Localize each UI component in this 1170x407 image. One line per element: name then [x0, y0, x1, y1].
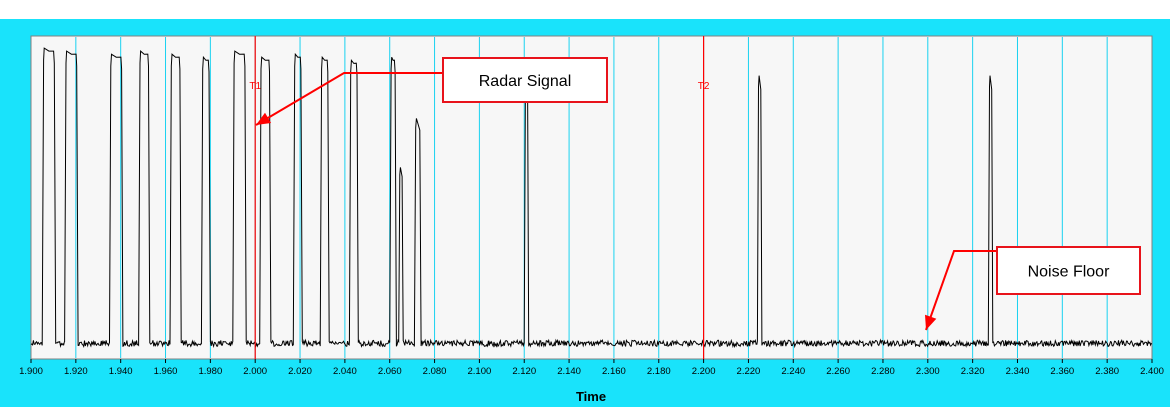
- annotation-text: Noise Floor: [1028, 264, 1110, 281]
- x-tick-label: 2.180: [647, 366, 671, 377]
- x-tick-label: 2.100: [468, 366, 492, 377]
- x-tick-label: 2.080: [423, 366, 447, 377]
- x-tick-label: 2.200: [692, 366, 716, 377]
- x-tick-label: 2.060: [378, 366, 402, 377]
- x-tick-label: 1.940: [109, 366, 133, 377]
- signal-series: [30, 47, 1152, 349]
- annotation-arrow-line: [255, 72, 443, 126]
- x-tick-label: 2.380: [1095, 366, 1119, 377]
- signal-line: [30, 47, 1152, 349]
- x-tick-label: 2.040: [333, 366, 357, 377]
- cursor-label-t1: T1: [249, 81, 261, 92]
- annotation-callout: Radar Signal: [255, 57, 608, 126]
- x-axis: 1.900 1.920 1.940 1.960 1.980 2.000 2.020 2.040…: [19, 359, 1164, 377]
- x-axis-title: Time: [576, 389, 606, 404]
- annotation-callout: Noise Floor: [925, 246, 1141, 331]
- x-tick-label: 2.240: [781, 366, 805, 377]
- x-tick-label: 1.980: [198, 366, 222, 377]
- x-tick-label: 2.160: [602, 366, 626, 377]
- x-tick-label: 2.280: [871, 366, 895, 377]
- chart-svg: 1.900 1.920 1.940 1.960 1.980 2.000 2.020 2.040…: [19, 35, 1164, 404]
- x-tick-label: 2.020: [288, 366, 312, 377]
- x-tick-label: 2.140: [557, 366, 581, 377]
- x-tick-label: 2.220: [737, 366, 761, 377]
- x-tick-label: 2.260: [826, 366, 850, 377]
- annotations: Radar Signal Noise Floor: [255, 57, 1141, 331]
- annotation-arrowhead: [256, 112, 272, 125]
- chart-frame: 1.900 1.920 1.940 1.960 1.980 2.000 2.020 2.040…: [0, 19, 1170, 407]
- cursor-label-t2: T2: [698, 81, 710, 92]
- x-tick-label: 2.320: [961, 366, 985, 377]
- annotation-box: [996, 246, 1141, 295]
- x-tick-label: 1.960: [154, 366, 178, 377]
- x-tick-label: 2.000: [243, 366, 267, 377]
- x-tick-label: 1.900: [19, 366, 43, 377]
- x-tick-label: 2.340: [1006, 366, 1030, 377]
- x-tick-label: 2.400: [1140, 366, 1164, 377]
- annotation-arrow-line: [925, 250, 997, 331]
- x-tick-label: 1.920: [64, 366, 88, 377]
- cursors: T1 T2: [249, 36, 710, 359]
- annotation-arrowhead: [925, 314, 937, 330]
- annotation-text: Radar Signal: [479, 73, 572, 90]
- annotation-box: [442, 57, 608, 103]
- x-tick-label: 2.300: [916, 366, 940, 377]
- x-tick-label: 2.120: [512, 366, 536, 377]
- x-tick-label: 2.360: [1050, 366, 1074, 377]
